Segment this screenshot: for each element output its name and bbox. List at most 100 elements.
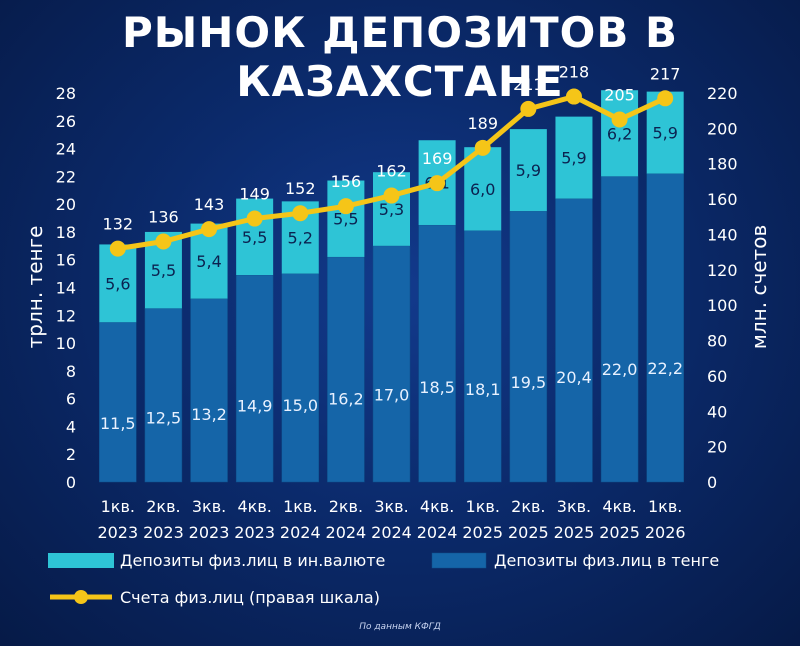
y2-tick-label: 0 [707,473,717,492]
x-tick-label-year: 2025 [554,523,595,542]
x-tick-label-quarter: 2кв. [511,497,545,516]
x-tick-label-year: 2024 [417,523,458,542]
legend-swatch-tenge [431,552,487,569]
accounts-point [520,100,537,117]
data-label-tenge: 11,5 [100,414,136,433]
y2-tick-label: 120 [707,261,738,280]
x-tick-label-quarter: 1кв. [283,497,317,516]
bar-fx [509,129,547,212]
bar-fx [464,147,502,231]
accounts-point [246,210,263,227]
data-label-accounts: 189 [467,114,498,133]
bar-fx [373,172,410,246]
x-tick-label-year: 2025 [462,523,503,542]
data-label-accounts: 132 [103,215,134,234]
x-tick-label-quarter: 3кв. [557,497,591,516]
x-tick-label-quarter: 4кв. [237,497,271,516]
data-label-accounts: 152 [285,179,316,198]
accounts-point [474,139,491,156]
bar-fx [327,180,365,257]
y2-tick-label: 200 [707,119,738,138]
data-label-fx: 5,5 [333,210,358,229]
bar-tenge [372,245,411,483]
accounts-point [657,90,674,107]
data-label-tenge: 15,0 [282,396,318,415]
x-tick-label-quarter: 3кв. [192,497,226,516]
x-tick-label-year: 2023 [189,523,230,542]
data-label-accounts: 162 [376,162,407,181]
y-tick-label: 2 [66,445,76,464]
y-tick-label: 10 [56,334,76,353]
data-label-tenge: 18,1 [465,380,501,399]
data-label-accounts: 143 [194,195,225,214]
y-tick-label: 14 [56,279,76,298]
data-label-tenge: 13,2 [191,405,227,424]
y-tick-label: 8 [66,362,76,381]
y-tick-label: 0 [66,473,76,492]
x-tick-label-quarter: 1кв. [101,497,135,516]
accounts-point [292,205,309,222]
y2-tick-label: 80 [707,332,727,351]
x-tick-label-year: 2024 [371,523,412,542]
data-label-accounts: 218 [559,63,590,82]
y2-tick-label: 180 [707,155,738,174]
data-label-accounts: 136 [148,208,179,227]
bar-tenge [600,176,639,483]
y-axis-title: трлн. тенге [23,226,47,349]
data-label-fx: 5,6 [105,274,130,293]
y-tick-label: 12 [56,306,76,325]
accounts-point [611,111,628,128]
accounts-point [383,187,400,204]
y-tick-label: 16 [56,251,76,270]
bar-tenge [144,308,183,483]
data-label-tenge: 12,5 [146,409,182,428]
bar-fx [555,116,593,199]
data-label-fx: 5,5 [242,228,267,247]
accounts-point [109,240,126,257]
y2-tick-label: 140 [707,225,738,244]
y-tick-label: 24 [56,140,76,159]
data-label-accounts: 211 [513,75,544,94]
x-tick-label-year: 2024 [280,523,321,542]
x-tick-label-year: 2025 [599,523,640,542]
y-tick-label: 20 [56,195,76,214]
data-label-tenge: 20,4 [556,368,592,387]
x-tick-label-year: 2026 [645,523,686,542]
y-tick-label: 4 [66,417,76,436]
bar-tenge [463,230,502,483]
bar-tenge [418,224,456,483]
y2-tick-label: 220 [707,84,738,103]
bar-tenge [281,273,320,483]
accounts-point [565,88,582,105]
y-tick-label: 22 [56,167,76,186]
source-note: По данным КФГД [359,622,441,632]
data-label-tenge: 18,5 [419,378,455,397]
data-label-fx: 6,2 [607,124,632,143]
x-tick-label-quarter: 2кв. [329,497,363,516]
y2-tick-label: 100 [707,296,738,315]
bar-tenge [99,321,137,483]
legend-label-accounts: Счета физ.лиц (правая шкала) [120,588,380,607]
y2-tick-label: 40 [707,402,727,421]
data-label-fx: 5,9 [561,149,586,168]
accounts-point [155,233,172,250]
page-title: РЫНОК ДЕПОЗИТОВ В КАЗАХСТАНЕ [121,8,679,106]
data-label-fx: 5,2 [288,228,313,247]
data-label-tenge: 22,0 [602,360,638,379]
y2-tick-label: 60 [707,367,727,386]
data-label-accounts: 156 [331,172,362,191]
data-label-tenge: 22,2 [647,359,683,378]
x-tick-label-year: 2023 [143,523,184,542]
y-tick-label: 18 [56,223,76,242]
data-label-tenge: 16,2 [328,390,364,409]
data-label-fx: 5,9 [652,124,677,143]
accounts-point [429,175,446,192]
data-label-accounts: 149 [239,185,270,204]
data-label-tenge: 17,0 [374,386,410,405]
x-tick-label-year: 2024 [326,523,367,542]
accounts-point [201,221,218,238]
x-tick-label-quarter: 3кв. [374,497,408,516]
x-tick-label-quarter: 2кв. [146,497,180,516]
data-label-tenge: 14,9 [237,396,273,415]
